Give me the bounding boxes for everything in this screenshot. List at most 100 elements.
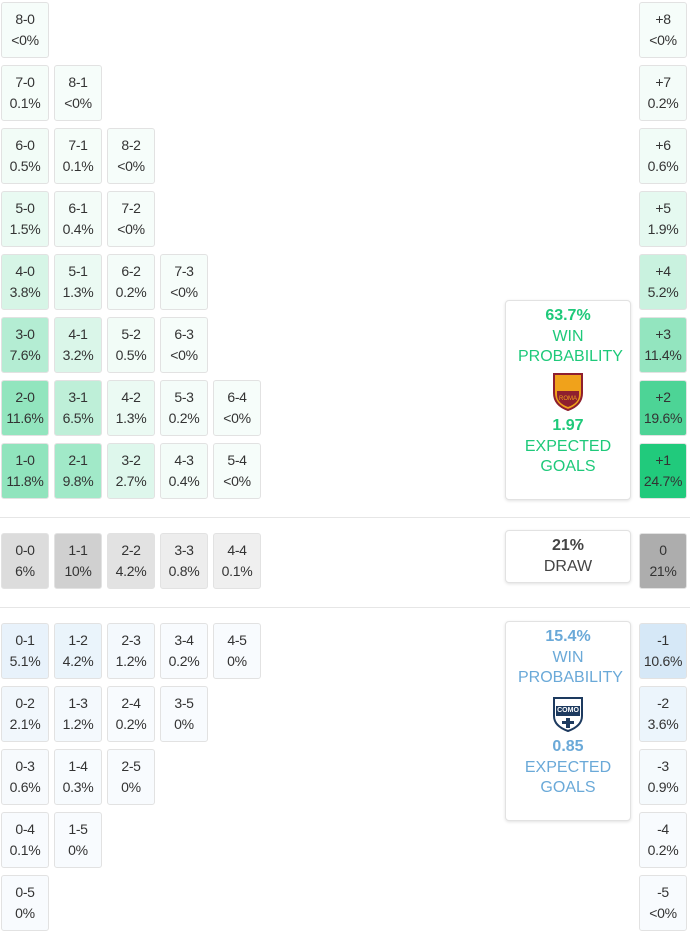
score: +6 — [655, 137, 671, 153]
probability: 11.4% — [644, 347, 682, 363]
score: 6-1 — [68, 200, 88, 216]
score-cell: 4-4 0.1% — [213, 533, 261, 589]
score-cell: 0-5 0% — [1, 875, 49, 931]
score-cell: 6-0 0.5% — [1, 128, 49, 184]
score: 5-1 — [68, 263, 88, 279]
probability: 0.2% — [115, 716, 147, 732]
score: 5-0 — [15, 200, 35, 216]
probability: 4.2% — [62, 653, 94, 669]
score-cell: 6-4 <0% — [213, 380, 261, 436]
probability: 1.2% — [62, 716, 94, 732]
probability: <0% — [223, 410, 251, 426]
score-cell: 5-0 1.5% — [1, 191, 49, 247]
probability: <0% — [117, 158, 145, 174]
score-cell: 8-2 <0% — [107, 128, 155, 184]
score: 5-3 — [174, 389, 194, 405]
score-cell: 0-0 6% — [1, 533, 49, 589]
score: 6-4 — [227, 389, 247, 405]
probability: 0.4% — [168, 473, 200, 489]
probability: 0.8% — [168, 563, 200, 579]
svg-text:COMO: COMO — [557, 707, 579, 714]
probability: 0.2% — [168, 653, 200, 669]
probability: <0% — [170, 347, 198, 363]
win-label: WIN PROBABILITY — [518, 649, 623, 686]
probability: 0% — [227, 653, 247, 669]
probability: 11.6% — [6, 410, 44, 426]
score-cell: 6-3 <0% — [160, 317, 208, 373]
score-cell: 1-4 0.3% — [54, 749, 102, 805]
score: 0-5 — [15, 884, 35, 900]
score: 0-4 — [15, 821, 35, 837]
score-cell: 3-3 0.8% — [160, 533, 208, 589]
score-cell: +5 1.9% — [639, 191, 687, 247]
score-cell: -4 0.2% — [639, 812, 687, 868]
score-cell: 1-2 4.2% — [54, 623, 102, 679]
probability: 0.2% — [168, 410, 200, 426]
team-logo: COMO — [553, 697, 583, 732]
probability: 0.6% — [647, 158, 679, 174]
score-cell: 2-2 4.2% — [107, 533, 155, 589]
probability: <0% — [11, 32, 39, 48]
score: 4-5 — [227, 632, 247, 648]
score: 7-0 — [15, 74, 35, 90]
score-cell: -1 10.6% — [639, 623, 687, 679]
score-cell: +6 0.6% — [639, 128, 687, 184]
probability: 0.5% — [115, 347, 147, 363]
score: 2-0 — [15, 389, 35, 405]
score: 0-2 — [15, 695, 35, 711]
score: 5-2 — [121, 326, 141, 342]
score-cell: 0-1 5.1% — [1, 623, 49, 679]
probability: <0% — [170, 284, 198, 300]
probability: 5.2% — [647, 284, 679, 300]
score: -1 — [657, 632, 669, 648]
xg-label: EXPECTED GOALS — [524, 759, 612, 796]
score: 7-2 — [121, 200, 141, 216]
score: 4-1 — [68, 326, 88, 342]
score-cell: +8 <0% — [639, 2, 687, 58]
score-cell: 2-5 0% — [107, 749, 155, 805]
score-cell: 7-0 0.1% — [1, 65, 49, 121]
score-cell: 2-4 0.2% — [107, 686, 155, 742]
score: 4-3 — [174, 452, 194, 468]
probability: 0.1% — [62, 158, 94, 174]
probability: 1.3% — [115, 410, 147, 426]
score-cell: 2-3 1.2% — [107, 623, 155, 679]
score: +5 — [655, 200, 671, 216]
score: +1 — [655, 452, 671, 468]
probability: 0.2% — [647, 95, 679, 111]
probability: 21% — [649, 563, 677, 579]
probability: 4.2% — [115, 563, 147, 579]
score-cell: 5-2 0.5% — [107, 317, 155, 373]
score-cell: 7-1 0.1% — [54, 128, 102, 184]
score-cell: 4-0 3.8% — [1, 254, 49, 310]
svg-text:ROMA: ROMA — [559, 396, 577, 402]
separator — [0, 517, 690, 518]
score: +4 — [655, 263, 671, 279]
expected-goals: 0.85 — [552, 738, 584, 755]
score: 1-2 — [68, 632, 88, 648]
score-cell: 3-4 0.2% — [160, 623, 208, 679]
probability: 10% — [64, 563, 92, 579]
score-cell: 4-1 3.2% — [54, 317, 102, 373]
draw-probability: 21% — [551, 537, 585, 554]
score: -5 — [657, 884, 669, 900]
team-logo: ROMA — [553, 373, 583, 411]
probability: 5.1% — [9, 653, 41, 669]
score: 4-2 — [121, 389, 141, 405]
probability: 0.1% — [9, 95, 41, 111]
score-cell: 1-1 10% — [54, 533, 102, 589]
probability: 19.6% — [643, 410, 683, 426]
probability: 0.4% — [62, 221, 94, 237]
score: 8-0 — [15, 11, 35, 27]
win-label: WIN PROBABILITY — [518, 328, 623, 365]
score-cell: 4-5 0% — [213, 623, 261, 679]
score: 8-1 — [68, 74, 88, 90]
score-cell: 8-1 <0% — [54, 65, 102, 121]
score: +7 — [655, 74, 671, 90]
probability: 0.2% — [115, 284, 147, 300]
score-cell: 3-0 7.6% — [1, 317, 49, 373]
score: 8-2 — [121, 137, 141, 153]
score-cell: 5-3 0.2% — [160, 380, 208, 436]
draw-label: DRAW — [543, 558, 593, 575]
